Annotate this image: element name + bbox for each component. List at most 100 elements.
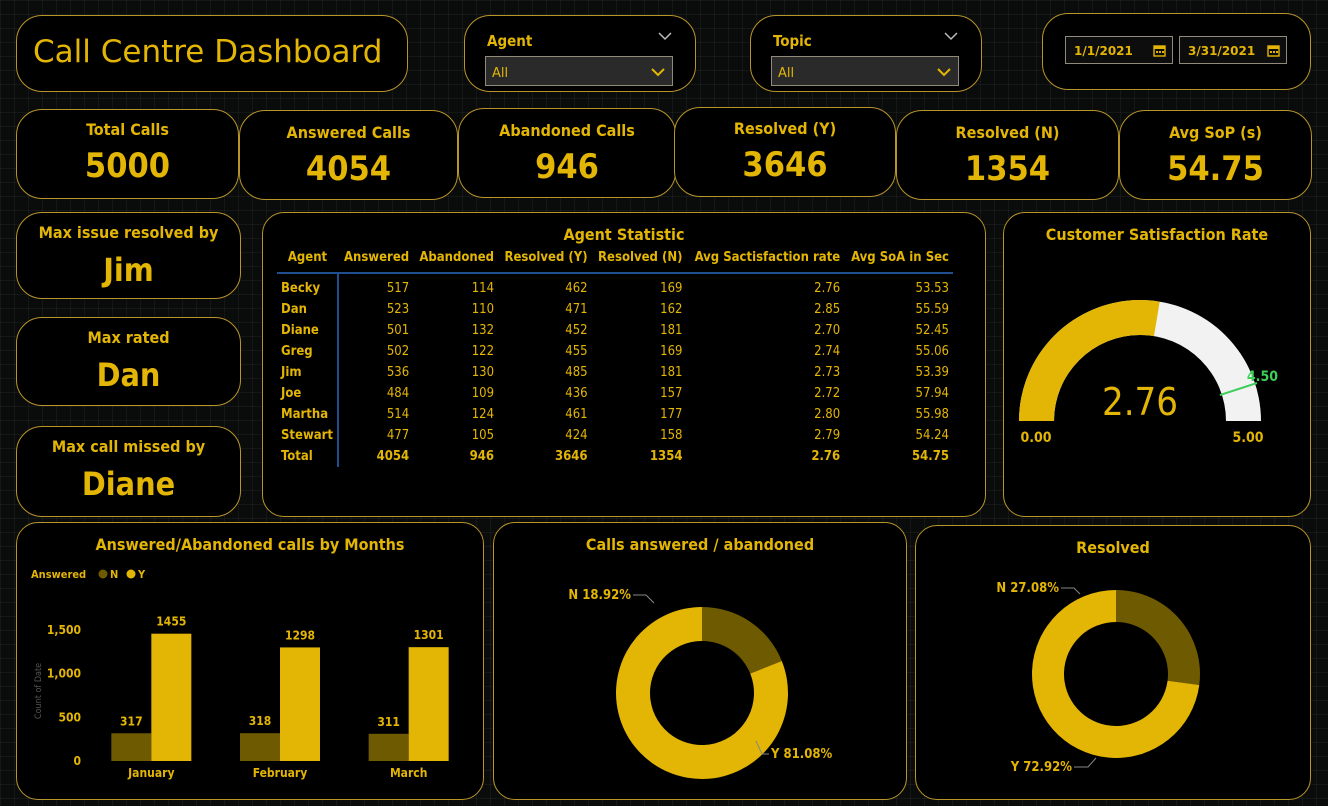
x-tick-label: February xyxy=(253,766,308,780)
col-header[interactable]: Resolved (N) xyxy=(591,247,687,274)
agent-name-cell: Becky xyxy=(277,273,340,299)
legend-marker xyxy=(126,569,136,579)
table-cell: 177 xyxy=(660,407,683,422)
legend: Answered N Y xyxy=(31,568,146,581)
table-cell: 53.53 xyxy=(915,281,949,296)
table-cell: 122 xyxy=(471,344,495,359)
leader-line xyxy=(755,740,769,755)
table-cell: 169 xyxy=(660,281,683,296)
agent-dropdown[interactable]: All xyxy=(485,56,673,86)
gauge-fill xyxy=(1019,300,1160,421)
table-cell: 114 xyxy=(471,281,495,296)
y-tick-label: 1,500 xyxy=(47,623,81,637)
card-label: Max issue resolved by xyxy=(38,223,219,242)
chevron-down-icon[interactable] xyxy=(943,30,959,42)
table-cell: 471 xyxy=(565,302,588,317)
calendar-icon[interactable] xyxy=(1153,44,1166,57)
donut-slice[interactable] xyxy=(702,607,782,674)
kpi-resolved-y: Resolved (Y) 3646 xyxy=(674,107,896,197)
col-header[interactable]: Agent xyxy=(277,247,339,274)
table-cell: 158 xyxy=(660,428,683,443)
card-label: Max rated xyxy=(87,328,170,347)
table-cell: 1354 xyxy=(649,449,683,464)
gauge-value: 2.76 xyxy=(1102,380,1178,424)
bar[interactable] xyxy=(240,733,280,761)
table-header-row: Agent Answered Abandoned Resolved (Y) Re… xyxy=(277,247,953,274)
end-date-input[interactable]: 3/31/2021 xyxy=(1179,36,1287,64)
agent-name-cell: Total xyxy=(277,446,340,467)
table-total-row: Total 4054 946 3646 1354 2.76 54.75 xyxy=(277,446,953,467)
kpi-value: 1354 xyxy=(964,149,1051,189)
table-row: Martha 514 124 461 177 2.80 55.98 xyxy=(277,404,953,425)
slice-label: N 27.08% xyxy=(996,581,1059,596)
legend-label[interactable]: N xyxy=(110,568,118,581)
donut-slice[interactable] xyxy=(616,607,788,779)
data-label: 1301 xyxy=(414,628,444,642)
max-missed-card: Max call missed by Diane xyxy=(16,426,241,517)
donut-answered-title: Calls answered / abandoned xyxy=(585,535,815,554)
col-header[interactable]: Abandoned xyxy=(413,247,499,274)
col-header[interactable]: Answered xyxy=(338,247,414,274)
table-row: Greg 502 122 455 169 2.74 55.06 xyxy=(277,341,953,362)
table-cell: 2.70 xyxy=(814,323,841,338)
bar[interactable] xyxy=(408,647,449,761)
table-cell: 536 xyxy=(386,365,410,380)
data-label: 317 xyxy=(120,714,143,728)
x-tick-label: January xyxy=(127,766,174,780)
table-row: Dan 523 110 471 162 2.85 55.59 xyxy=(277,299,953,320)
agent-name-cell: Stewart xyxy=(277,425,340,446)
col-header[interactable]: Avg Sactisfaction rate xyxy=(686,247,845,274)
topic-dropdown[interactable]: All xyxy=(771,56,959,86)
legend-label[interactable]: Y xyxy=(137,568,146,581)
resolved-donut-panel: Resolved N 27.08% Y 72.92% xyxy=(915,525,1311,800)
y-tick-label: 0 xyxy=(73,754,81,768)
bar[interactable] xyxy=(280,647,320,761)
table-cell: 461 xyxy=(565,407,588,422)
table-cell: 132 xyxy=(471,323,495,338)
calendar-icon[interactable] xyxy=(1267,44,1280,57)
table-cell: 455 xyxy=(565,344,588,359)
topic-slicer-label: Topic xyxy=(773,32,812,50)
bar-chart-title: Answered/Abandoned calls by Months xyxy=(95,535,405,554)
max-resolved-card: Max issue resolved by Jim xyxy=(16,212,241,299)
dashboard-title: Call Centre Dashboard xyxy=(33,34,383,70)
max-rated-card: Max rated Dan xyxy=(16,317,241,406)
gauge-title: Customer Satisfaction Rate xyxy=(1045,225,1269,244)
table-cell: 57.94 xyxy=(915,386,949,401)
table-cell: 477 xyxy=(386,428,410,443)
col-header[interactable]: Resolved (Y) xyxy=(498,247,592,274)
agent-name-cell: Jim xyxy=(277,362,340,383)
donut-resolved-title: Resolved xyxy=(1076,538,1150,557)
agent-statistic-panel: Agent Statistic Agent Answered Abandoned… xyxy=(262,212,986,517)
table-cell: 485 xyxy=(565,365,588,380)
donut-slice[interactable] xyxy=(1032,590,1200,758)
bar[interactable] xyxy=(151,633,192,761)
gauge-target-marker xyxy=(1219,382,1258,396)
y-tick-label: 1,000 xyxy=(47,667,81,681)
kpi-label: Resolved (Y) xyxy=(733,119,837,138)
table-cell: 110 xyxy=(471,302,495,317)
agent-slicer[interactable]: Agent All xyxy=(464,15,696,92)
donut-slice[interactable] xyxy=(1116,590,1200,685)
chevron-down-icon[interactable] xyxy=(657,30,673,42)
table-row: Stewart 477 105 424 158 2.79 54.24 xyxy=(277,425,953,446)
start-date-input[interactable]: 1/1/2021 xyxy=(1065,36,1173,64)
col-header[interactable]: Avg SoA in Sec xyxy=(844,247,953,274)
topic-slicer[interactable]: Topic All xyxy=(750,15,982,92)
leader-line xyxy=(1074,757,1097,768)
donut-chart: N 18.92% Y 81.08% xyxy=(568,588,833,779)
bar[interactable] xyxy=(111,733,152,761)
table-cell: 54.75 xyxy=(912,449,949,464)
table-cell: 436 xyxy=(565,386,588,401)
table-cell: 523 xyxy=(386,302,410,317)
bar[interactable] xyxy=(368,733,409,761)
table-row: Joe 484 109 436 157 2.72 57.94 xyxy=(277,383,953,404)
table-cell: 4054 xyxy=(376,449,410,464)
data-label: 311 xyxy=(377,715,400,729)
table-cell: 157 xyxy=(660,386,683,401)
table-cell: 424 xyxy=(565,428,588,443)
topic-dropdown-value: All xyxy=(778,66,795,81)
y-tick-label: 500 xyxy=(58,710,81,724)
agent-table-body: Becky 517 114 462 169 2.76 53.53 Dan 523 110 471 16… xyxy=(277,273,953,467)
slice-label: N 18.92% xyxy=(568,588,631,603)
